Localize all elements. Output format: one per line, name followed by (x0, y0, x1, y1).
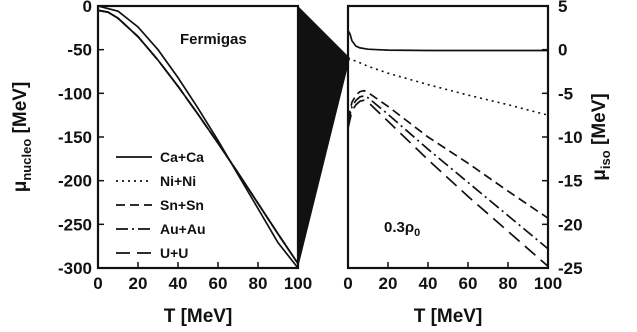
x-tick-label: 20 (379, 274, 398, 293)
y-tick-label: -5 (558, 84, 573, 103)
x-tick-label: 100 (534, 274, 562, 293)
x-tick-label: 80 (499, 274, 518, 293)
legend-label: Sn+Sn (160, 197, 204, 213)
right-panel: 0 20 40 60 80 100 5 0 -5 -10 -15 -20 -25 0.3ρ0 T [Me… (343, 0, 613, 327)
x-tick-label: 100 (284, 274, 312, 293)
y-tick-label: -200 (58, 172, 92, 191)
legend-label: Ca+Ca (160, 149, 204, 165)
y-tick-label: -15 (558, 172, 583, 191)
r-series-line-au-au (348, 95, 548, 250)
l-series-line-u-u (98, 9, 298, 265)
legend-label: Au+Au (160, 221, 206, 237)
right-x-axis-label: T [MeV] (414, 306, 483, 327)
y-tick-label: 5 (558, 0, 567, 16)
right-tick-group: 0 20 40 60 80 100 5 0 -5 -10 -15 -20 -25 (343, 0, 582, 293)
right-y-axis-label: μiso [MeV] (589, 93, 613, 180)
density-annotation: 0.3ρ0 (384, 219, 420, 239)
y-tick-label: -50 (67, 41, 92, 60)
left-panel: 0 20 40 60 80 100 0 -50 -100 -150 -200 -250 -300 Fer… (10, 0, 312, 327)
left-series-group (98, 6, 298, 268)
x-tick-label: 0 (93, 274, 102, 293)
legend-label: U+U (160, 245, 188, 261)
left-x-axis-label: T [MeV] (164, 306, 233, 327)
right-series-group (348, 30, 548, 267)
y-tick-label: 0 (558, 41, 567, 60)
y-tick-label: -150 (58, 128, 92, 147)
l-series-line-unlabeled-5 (98, 6, 298, 268)
y-tick-label: 0 (83, 0, 92, 16)
r-series-line-ca-ca (348, 30, 548, 52)
panel-connector-wedge (298, 6, 350, 268)
legend: Ca+Ca Ni+Ni Sn+Sn Au+Au U+U (116, 149, 206, 261)
x-tick-label: 0 (343, 274, 352, 293)
y-tick-label: -250 (58, 215, 92, 234)
x-tick-label: 40 (419, 274, 438, 293)
left-tick-group: 0 20 40 60 80 100 0 -50 -100 -150 -200 -250 -300 (58, 0, 312, 293)
fermigas-annotation: Fermigas (180, 31, 247, 48)
r-series-line-u-u (348, 99, 548, 267)
r-series-line-ni-ni (348, 57, 548, 116)
right-plot-frame (346, 4, 550, 270)
x-tick-label: 60 (209, 274, 228, 293)
y-tick-label: -10 (558, 128, 583, 147)
x-tick-label: 80 (249, 274, 268, 293)
x-tick-label: 40 (169, 274, 188, 293)
r-series-line-sn-sn (348, 89, 548, 219)
y-tick-label: -20 (558, 215, 583, 234)
y-tick-label: -100 (58, 84, 92, 103)
y-tick-label: -25 (558, 259, 583, 278)
x-tick-label: 60 (459, 274, 478, 293)
x-tick-label: 20 (129, 274, 148, 293)
left-y-axis-label: μnucleo [MeV] (10, 82, 34, 193)
y-tick-label: -300 (58, 259, 92, 278)
legend-label: Ni+Ni (160, 173, 196, 189)
